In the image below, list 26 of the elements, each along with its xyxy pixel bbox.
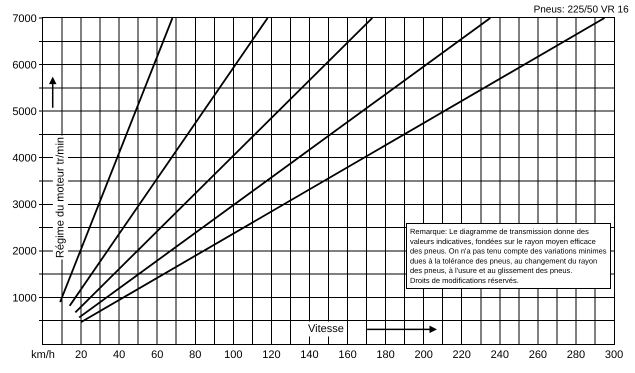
x-tick-label: 120	[262, 349, 281, 362]
y-tick-label: 7000	[12, 12, 37, 25]
x-tick-label: 100	[224, 349, 243, 362]
y-tick-label: 3000	[12, 199, 37, 212]
chart-title: Pneus: 225/50 VR 16	[534, 4, 630, 16]
x-axis-title: Vitesse	[308, 323, 344, 335]
x-tick-label: 260	[528, 349, 548, 362]
x-tick-label: 80	[189, 349, 202, 362]
y-tick-label: 2000	[12, 246, 37, 258]
x-tick-label: km/h	[31, 349, 55, 362]
x-tick-label: 180	[376, 349, 395, 362]
x-tick-label: 140	[300, 349, 319, 362]
x-tick-label: 220	[452, 349, 471, 362]
x-tick-label: 40	[113, 349, 126, 362]
x-tick-label: 160	[338, 349, 357, 362]
x-tick-label: 300	[604, 349, 624, 362]
y-tick-label: 4000	[12, 152, 37, 165]
y-tick-label: 5000	[12, 106, 37, 118]
x-tick-label: 280	[566, 349, 586, 362]
y-tick-label: 6000	[12, 59, 37, 72]
x-tick-label: 20	[74, 349, 88, 362]
x-tick-label: 240	[490, 349, 509, 362]
x-tick-label: 60	[151, 349, 164, 362]
y-tick-label: 1000	[12, 292, 37, 304]
y-axis-title: Régime du moteur tr/min	[54, 136, 66, 258]
x-tick-label: 200	[414, 349, 433, 362]
